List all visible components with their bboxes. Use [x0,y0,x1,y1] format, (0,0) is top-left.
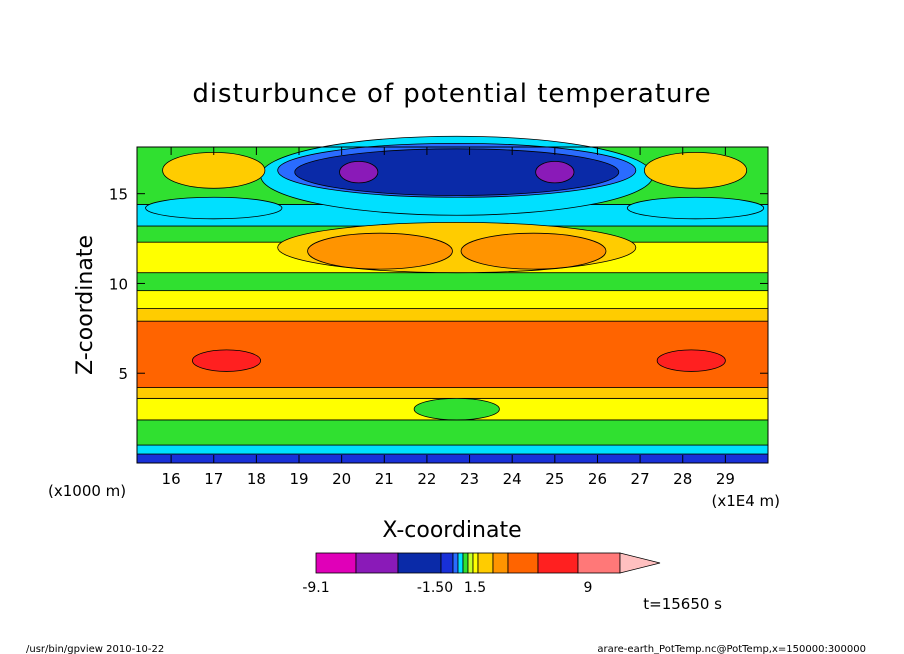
x-tick-label: 19 [289,470,308,488]
x-tick-label: 25 [545,470,564,488]
colorbar-segment [355,552,399,574]
x-tick-label: 18 [247,470,266,488]
contour-region-6 [643,151,748,189]
chart-title: disturbunce of potential temperature [192,79,711,109]
colorbar-tick-pos: 1.5 [464,580,486,596]
time-label: t=15650 s [643,595,722,613]
colorbar-segment [467,552,474,574]
x-tick-label: 28 [673,470,692,488]
plot-frame [136,146,769,464]
contour-region-14 [413,397,500,421]
x-axis-ticks: 16 17 18 19 20 21 22 23 24 25 26 27 28 29 [162,147,735,488]
contour-field [136,135,769,464]
y-tick-label: 5 [118,365,128,383]
contour-region-13 [656,349,726,372]
x-tick-label: 23 [460,470,479,488]
contour-region-3 [339,160,379,184]
colorbar-segment [397,552,442,574]
x-tick-label: 16 [162,470,181,488]
x-axis-title: X-coordinate [382,518,521,543]
colorbar-arrow [619,552,661,574]
colorbar-segment [507,552,539,574]
colorbar-segment [537,552,579,574]
x-tick-label: 21 [375,470,394,488]
y-axis-ticks: 5 10 15 [109,186,768,383]
contour-region-5 [162,151,266,189]
contour-region-8 [626,196,765,220]
colorbar-segment [457,552,464,574]
contour-band-7 [136,290,769,309]
colorbar-segment [452,552,459,574]
colorbar-segment [462,552,469,574]
colorbar-segment [440,552,454,574]
footer-right: arare-earth_PotTemp.nc@PotTemp,x=150000:… [597,644,866,654]
footer-left: /usr/bin/gpview 2010-10-22 [26,644,164,654]
contour-band-1 [136,444,769,455]
x-tick-label: 27 [631,470,650,488]
y-axis-title: Z-coordinate [73,235,98,375]
colorbar-segment [477,552,494,574]
y-tick-label: 15 [109,186,128,204]
colorbar-segment [472,552,479,574]
contour-region-10 [307,232,453,270]
contour-band-6 [136,308,769,322]
x-tick-label: 26 [588,470,607,488]
contour-band-4 [136,387,769,399]
colorbar-segment [577,552,621,574]
y-tick-label: 10 [109,275,128,293]
x-unit-label: (x1E4 m) [711,492,780,510]
contour-region-11 [460,232,607,270]
x-tick-label: 22 [417,470,436,488]
colorbar-segment [492,552,509,574]
x-tick-label: 24 [503,470,522,488]
colorbar-segment [315,552,357,574]
colorbar-tick-neg: -1.50 [417,580,453,596]
colorbar [315,552,661,574]
colorbar-tick-pos-max: 9 [584,580,593,596]
x-tick-label: 17 [204,470,223,488]
x-tick-label: 20 [332,470,351,488]
contour-band-2 [136,419,769,446]
x-tick-label: 29 [716,470,735,488]
colorbar-tick-neg-max: -9.1 [302,580,329,596]
contour-region-2 [294,148,620,196]
contour-region-7 [145,196,283,220]
contour-band-0 [136,453,769,464]
contour-region-4 [535,160,575,184]
z-unit-label: (x1000 m) [48,482,126,500]
contour-band-8 [136,272,769,292]
contour-region-12 [192,349,262,372]
